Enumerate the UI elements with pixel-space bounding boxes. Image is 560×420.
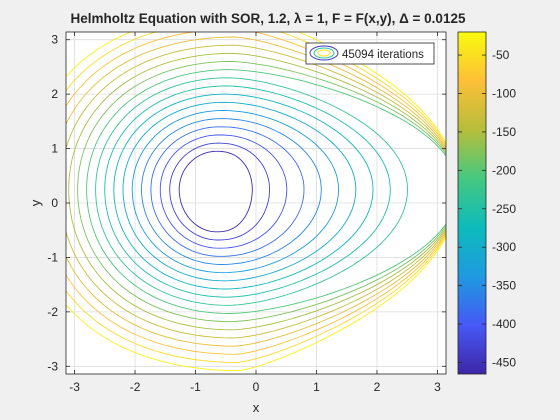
y-axis-label: y <box>28 199 43 206</box>
x-axis-label: x <box>253 400 260 415</box>
y-tick-label: -3 <box>47 359 58 373</box>
x-tick-label: 1 <box>313 380 320 394</box>
contour-line <box>150 126 305 257</box>
legend: 45094 iterations <box>305 42 435 65</box>
legend-box <box>305 42 435 65</box>
x-tick-label: 3 <box>434 380 441 394</box>
colorbar-frame <box>457 31 487 375</box>
colorbar-tick-label: -200 <box>492 163 516 177</box>
legend-swatch-icon <box>309 45 339 61</box>
contour-line <box>66 32 446 363</box>
y-tick-label: -2 <box>47 305 58 319</box>
y-tick-label: 1 <box>51 142 58 156</box>
contour-line <box>66 36 446 347</box>
contour-line <box>95 77 408 306</box>
x-tick-label: 2 <box>374 380 381 394</box>
y-tick-label: 3 <box>51 33 58 47</box>
colorbar-tick-label: -300 <box>492 240 516 254</box>
y-tick-label: -1 <box>47 250 58 264</box>
legend-swatch-ring <box>317 49 331 57</box>
colorbar-tick-label: -450 <box>492 355 516 369</box>
colorbar-tick-label: -400 <box>492 317 516 331</box>
contour-line <box>86 69 446 314</box>
legend-entry: 45094 iterations <box>342 49 424 61</box>
contour-line <box>141 118 322 265</box>
contour-line <box>66 32 446 355</box>
contour-line <box>68 52 446 331</box>
colorbar-tick-label: -250 <box>492 202 516 216</box>
contour-line <box>169 142 271 241</box>
legend-swatch-ring <box>309 45 339 61</box>
x-tick-label: 0 <box>253 380 260 394</box>
colorbar-tick-label: -350 <box>492 279 516 293</box>
contour-line <box>113 93 374 290</box>
contour-line <box>77 61 446 323</box>
colorbar-ticks: -450 -400 -350 -300 -250 -200 -150 -100 -50 <box>458 48 516 369</box>
legend-swatch-ring <box>313 47 335 59</box>
contour-line <box>159 134 288 249</box>
contour-line <box>66 32 446 372</box>
contour-line <box>178 150 253 233</box>
x-tick-label: -1 <box>190 380 201 394</box>
contour-line <box>104 85 391 298</box>
chart-title: Helmholtz Equation with SOR, 1.2, λ = 1,… <box>71 11 466 26</box>
y-tick-label: 2 <box>51 87 58 101</box>
colorbar-tick-label: -100 <box>492 86 516 100</box>
colorbar <box>458 32 486 374</box>
x-tick-label: -3 <box>69 380 80 394</box>
contour-line <box>131 110 339 274</box>
colorbar-tick-label: -150 <box>492 125 516 139</box>
x-tick-label: -2 <box>130 380 141 394</box>
contour-line <box>122 101 357 282</box>
colorbar-tick-label: -50 <box>492 48 510 62</box>
y-tick-label: 0 <box>51 196 58 210</box>
axis-ticks: -3 -2 -1 0 1 2 3 -3 -2 -1 0 1 2 3 <box>47 32 446 394</box>
